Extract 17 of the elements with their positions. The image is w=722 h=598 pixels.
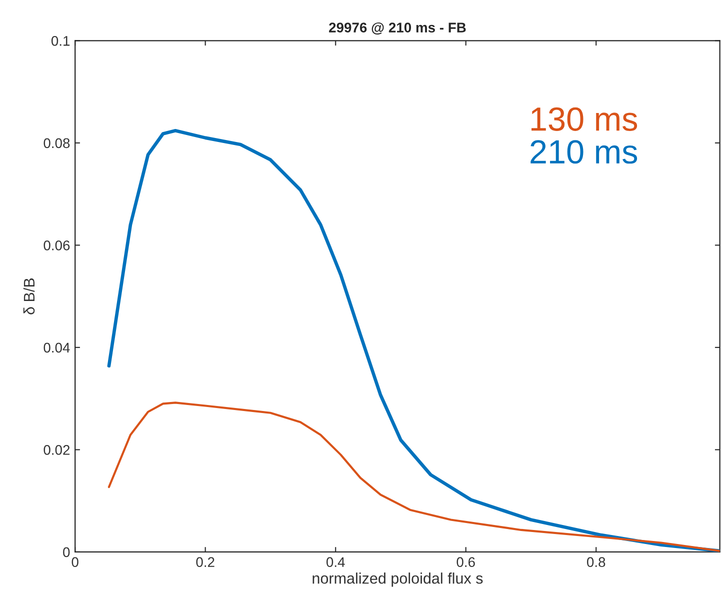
- chart-title: 29976 @ 210 ms - FB: [329, 22, 466, 35]
- x-axis-title: normalized poloidal flux s: [312, 572, 483, 587]
- y-tick-label: 0.04: [44, 342, 70, 353]
- x-tick-label: 0.8: [586, 557, 606, 568]
- text: 210 ms: [530, 140, 638, 164]
- text: 130 ms: [531, 107, 638, 131]
- y-tick-label: 0.08: [44, 138, 70, 148]
- x-tick-label: 0: [72, 557, 78, 568]
- x-tick-label: 0.2: [196, 557, 214, 568]
- x-tick-label: 0.4: [326, 557, 345, 568]
- y-tick-label: 0: [63, 547, 70, 558]
- y-tick-label: 0.06: [44, 240, 70, 250]
- x-tick-label: 0.6: [456, 557, 475, 568]
- y-axis-title: δ B/B: [23, 278, 35, 314]
- line-series: [108, 402, 720, 552]
- y-tick-label: 0.1: [51, 36, 70, 46]
- y-tick-label: 0.02: [44, 445, 70, 455]
